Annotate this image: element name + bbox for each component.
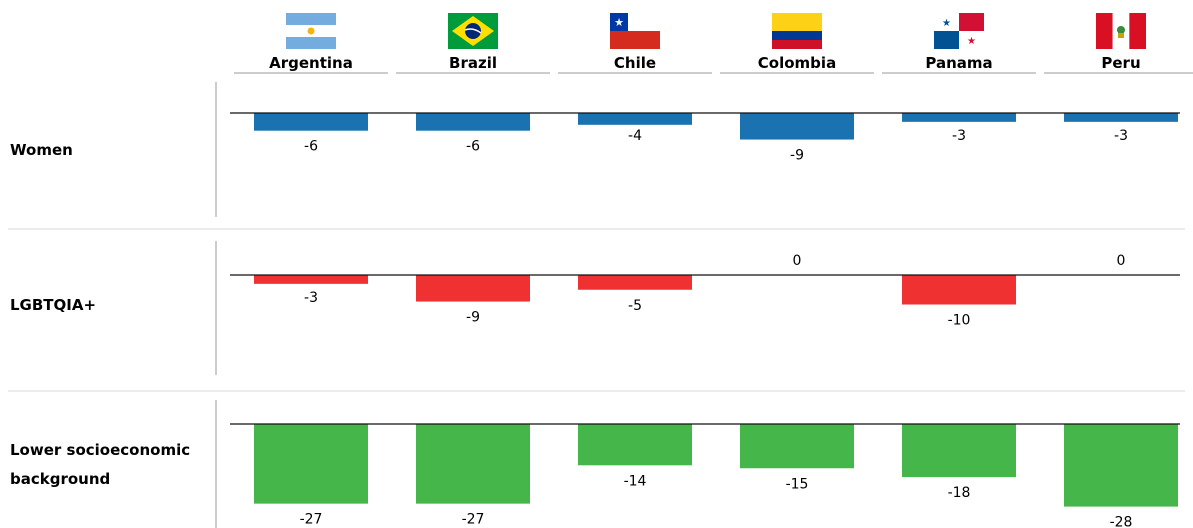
country-label: Argentina <box>269 54 353 72</box>
value-label: -14 <box>624 473 647 489</box>
chart-row: LGBTQIA+ -3 -9 -5 0 -10 0 <box>10 241 1180 375</box>
bar <box>740 424 854 469</box>
brazil-flag-icon <box>448 13 498 49</box>
value-label: -4 <box>628 128 642 144</box>
svg-text:★: ★ <box>967 36 976 47</box>
value-label: 0 <box>1117 253 1126 269</box>
bar <box>740 113 854 140</box>
value-label: 0 <box>793 253 802 269</box>
row-label: LGBTQIA+ <box>10 296 96 314</box>
bar <box>902 275 1016 305</box>
bar <box>578 275 692 290</box>
bar <box>902 424 1016 478</box>
chart-rows: Women -6 -6 -4 -9 -3 -3 LGBTQIA+ -3 -9 -5 0 -10 0 Lowe… <box>8 82 1185 528</box>
bar <box>578 424 692 466</box>
argentina-flag-icon <box>286 13 336 49</box>
country-label: Chile <box>614 54 656 72</box>
value-label: -9 <box>790 148 804 164</box>
colombia-flag-icon <box>772 13 822 49</box>
value-label: -3 <box>304 290 318 306</box>
svg-text:★: ★ <box>942 18 951 29</box>
value-label: -27 <box>300 512 323 528</box>
value-label: -5 <box>628 298 642 314</box>
value-label: -15 <box>786 476 809 492</box>
value-label: -6 <box>304 139 318 155</box>
value-label: -3 <box>952 128 966 144</box>
country-label: Brazil <box>449 54 497 72</box>
value-label: -27 <box>462 512 485 528</box>
chart-row: Lower socioeconomic background -27 -27 -14 -1… <box>10 400 1180 528</box>
value-label: -3 <box>1114 128 1128 144</box>
chart-row: Women -6 -6 -4 -9 -3 -3 <box>10 82 1180 217</box>
bar <box>416 275 530 302</box>
country-header: Argentina Brazil★Chile Colombia★★Panama Per… <box>234 13 1193 74</box>
bar <box>1064 424 1178 507</box>
svg-text:★: ★ <box>614 16 624 29</box>
bar <box>578 113 692 125</box>
panama-flag-icon: ★★ <box>934 13 984 49</box>
bar <box>254 113 368 131</box>
value-label: -9 <box>466 310 480 326</box>
country-label: Colombia <box>758 54 836 72</box>
value-label: -10 <box>948 313 971 329</box>
bar <box>1064 113 1178 122</box>
row-label: Lower socioeconomic <box>10 441 190 459</box>
value-label: -28 <box>1110 515 1133 528</box>
chile-flag-icon: ★ <box>610 13 660 49</box>
country-label: Panama <box>925 54 992 72</box>
bar <box>902 113 1016 122</box>
row-label: background <box>10 470 110 488</box>
peru-flag-icon <box>1096 13 1146 49</box>
bar <box>254 275 368 284</box>
bar <box>254 424 368 504</box>
bar <box>416 424 530 504</box>
row-label: Women <box>10 141 73 159</box>
country-label: Peru <box>1101 54 1140 72</box>
value-label: -18 <box>948 485 971 501</box>
bar <box>416 113 530 131</box>
value-label: -6 <box>466 139 480 155</box>
